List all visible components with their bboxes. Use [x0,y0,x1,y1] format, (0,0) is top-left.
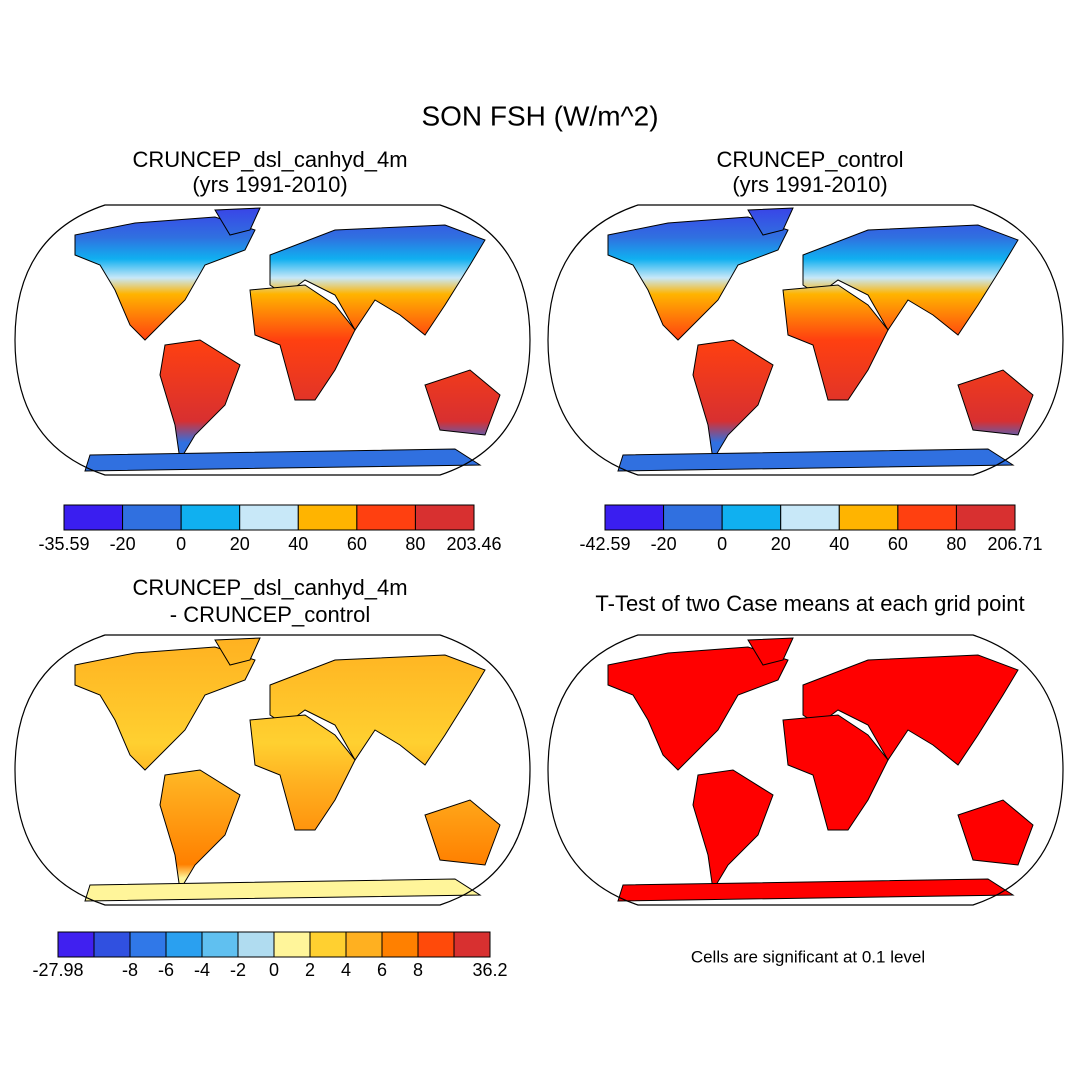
colorbar-label: 80 [405,534,425,554]
colorbar-box [381,931,419,958]
colorbar-box [780,504,840,531]
colorbar-label: 0 [717,534,727,554]
land [607,207,1034,472]
panel-title: CRUNCEP_dsl_canhyd_4m [132,575,407,600]
colorbar-label: 206.71 [987,534,1042,554]
panel-title: CRUNCEP_dsl_canhyd_4m [132,147,407,172]
panel-title: - CRUNCEP_control [170,602,371,627]
colorbar-box [721,504,782,531]
colorbar-box [417,931,455,958]
colorbar-box [897,504,957,531]
colorbar-box [356,504,416,531]
colorbar-label: 203.46 [446,534,501,554]
colorbar-box [122,504,182,531]
land [74,637,501,902]
colorbar-label: 4 [341,960,351,980]
colorbar-label: 0 [269,960,279,980]
colorbar-box [414,504,475,531]
colorbar-box [663,504,723,531]
colorbar-label: 60 [888,534,908,554]
colorbar-label: 80 [946,534,966,554]
colorbar-box [273,931,311,958]
colorbar-box [63,504,124,531]
panel-title: (yrs 1991-2010) [732,172,887,197]
colorbar-label: 40 [829,534,849,554]
colorbar-label: -35.59 [38,534,89,554]
colorbar-label: 60 [347,534,367,554]
colorbar-box [604,504,665,531]
colorbar-box [309,931,347,958]
colorbar-box [165,931,203,958]
colorbar-box [838,504,899,531]
note: Cells are significant at 0.1 level [691,947,925,966]
panel-title: CRUNCEP_control [716,147,903,172]
map [14,204,531,476]
colorbar-label: -8 [122,960,138,980]
map [547,634,1064,906]
colorbar-label: 8 [413,960,423,980]
colorbar-box [129,931,167,958]
colorbar-label: -20 [110,534,136,554]
colorbar-label: -4 [194,960,210,980]
colorbar-box [345,931,383,958]
colorbar-label: 20 [230,534,250,554]
colorbar-label: -6 [158,960,174,980]
colorbar-box [93,931,131,958]
colorbar-label: 36.2 [472,960,507,980]
land [74,207,501,472]
colorbar-box [239,504,299,531]
colorbar-label: -20 [651,534,677,554]
panel-title: T-Test of two Case means at each grid po… [595,591,1024,616]
map [14,634,531,906]
figure-title: SON FSH (W/m^2) [421,100,658,131]
colorbar-box [297,504,358,531]
colorbar-box [453,931,491,958]
panel-title: (yrs 1991-2010) [192,172,347,197]
map [547,204,1064,476]
colorbar-label: 40 [288,534,308,554]
colorbar-label: 0 [176,534,186,554]
colorbar-label: -2 [230,960,246,980]
colorbar-box [180,504,241,531]
colorbar-label: -27.98 [32,960,83,980]
colorbar-box [57,931,95,958]
colorbar-label: 2 [305,960,315,980]
colorbar-box [237,931,275,958]
colorbar-box [201,931,239,958]
colorbar-box [955,504,1016,531]
colorbar-label: 20 [771,534,791,554]
land [607,637,1034,902]
colorbar-label: 6 [377,960,387,980]
colorbar-label: -42.59 [579,534,630,554]
